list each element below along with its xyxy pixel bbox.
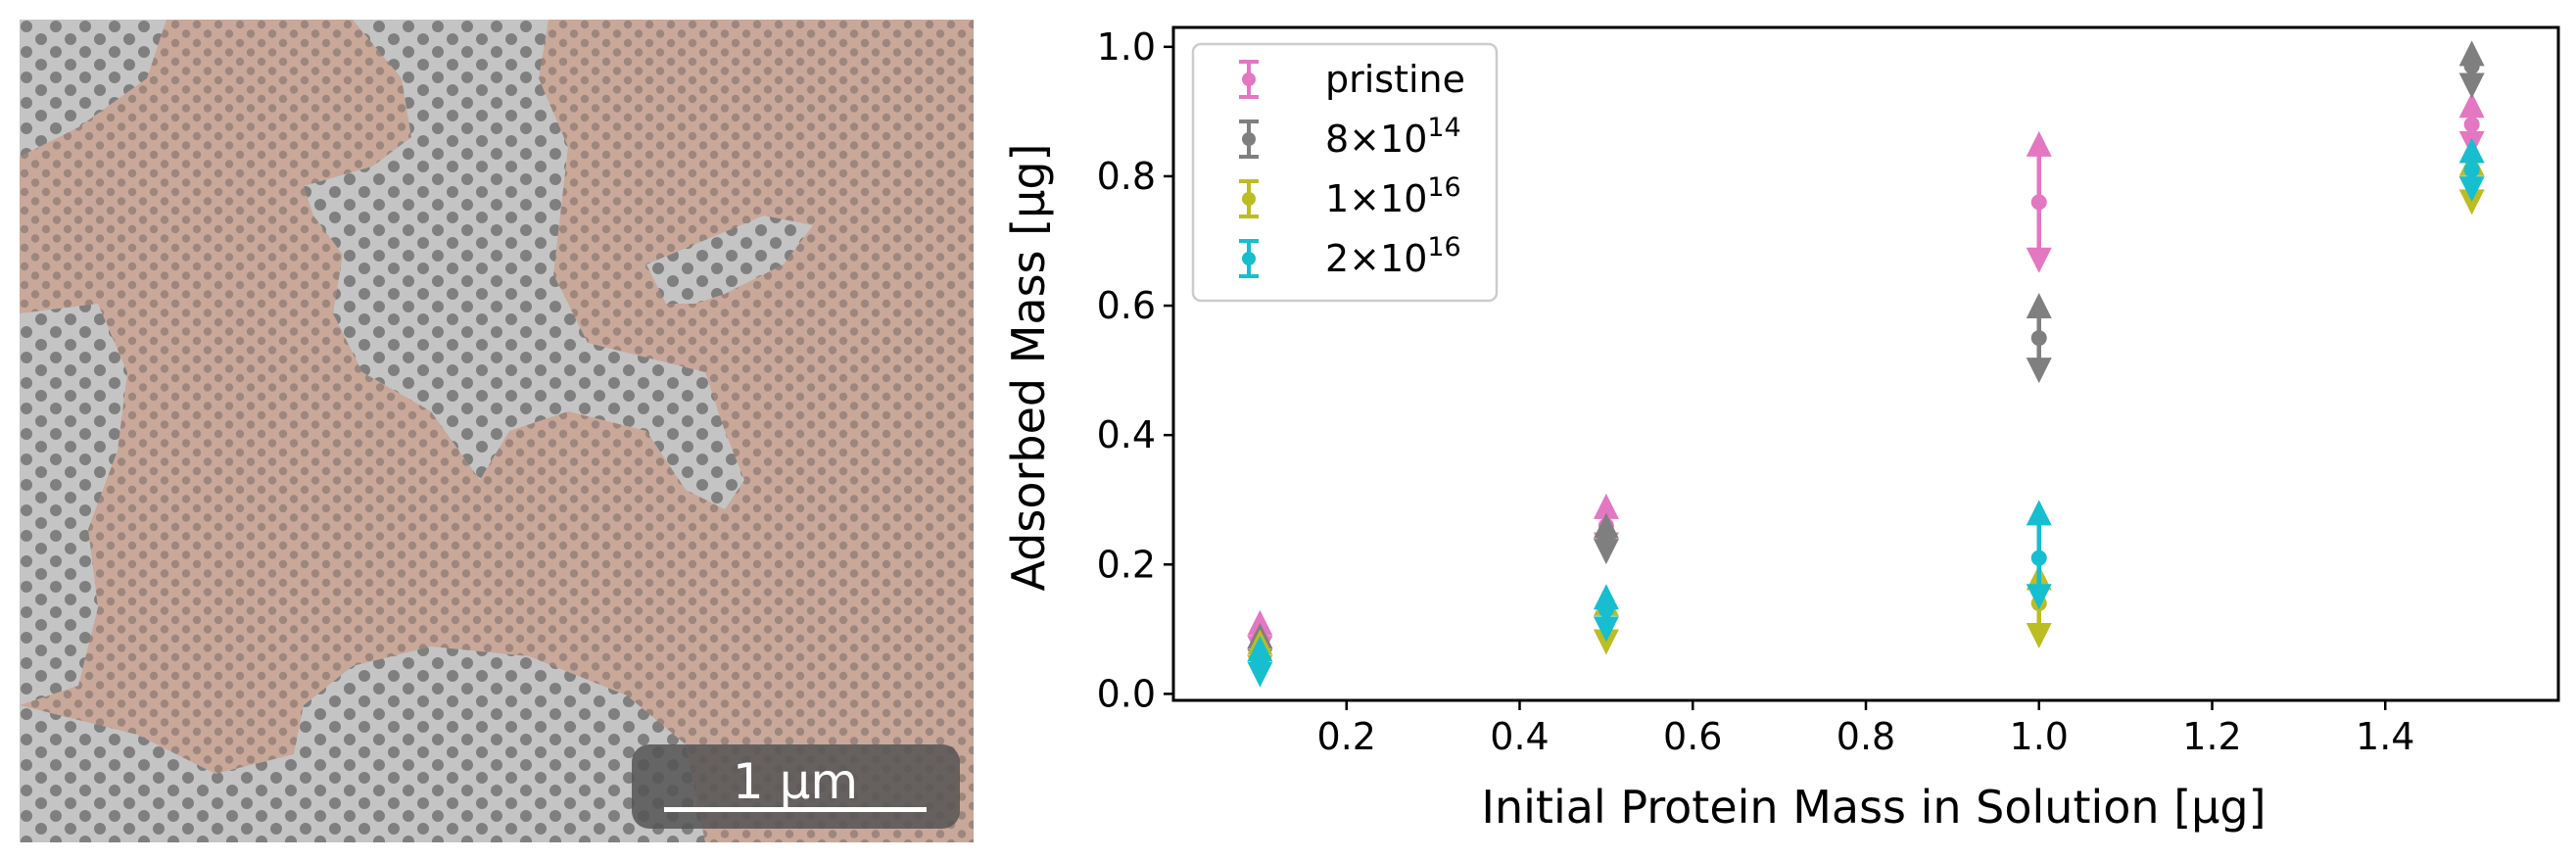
adsorbed-mass-chart: 0.2 0.4 0.6 0.8 1.0 1.2 1.40.00.20.40.60.81.0 … [1002,25,2560,834]
data-point [2030,194,2047,211]
legend-item: 2×1016 [1239,232,1461,280]
legend-box [1191,42,1499,303]
x-tick-label: 0.6 [1663,715,1722,758]
gray-domain-top-center [304,20,744,509]
x-axis-label: Initial Protein Mass in Solution [μg] [1481,781,2266,834]
x-tick-label: 0.2 [1317,715,1376,758]
data-point [2463,117,2480,133]
legend-marker [1242,192,1256,206]
series-2-10-16 [1247,137,2485,688]
error-lower-cap [2026,247,2052,273]
error-lower-cap [1593,539,1619,565]
y-tick-label: 1.0 [1097,25,1156,69]
legend-item: pristine [1239,58,1465,101]
legend-item: 8×1014 [1239,113,1461,161]
error-upper-cap [1247,636,1273,662]
y-tick-label: 0.0 [1097,672,1156,715]
sem-micrograph: 1 μm [20,20,974,842]
x-tick-label: 1.0 [2010,715,2069,758]
error-lower-cap [2458,176,2485,203]
gray-domain-left [20,304,127,705]
error-lower-cap [2026,622,2052,648]
error-lower-cap [1593,616,1619,643]
error-lower-cap [2458,189,2485,215]
error-lower-cap [1593,629,1619,655]
error-upper-cap [2458,137,2485,164]
legend-label-exponent: 16 [1427,172,1460,203]
error-lower-cap [2026,584,2052,610]
error-upper-cap [2026,500,2052,526]
error-upper-cap [2458,40,2485,67]
y-tick-label: 0.4 [1097,413,1156,456]
legend-marker [1242,252,1256,265]
y-tick-label: 0.6 [1097,284,1156,327]
error-lower-cap [2458,72,2485,99]
legend-label-exponent: 16 [1427,232,1460,263]
x-tick-label: 1.4 [2356,715,2414,758]
plot-axes: 0.2 0.4 0.6 0.8 1.0 1.2 1.4 0.0 0.2 0.4 0.6 0.8 1.0 [1097,25,2560,758]
error-upper-cap [2026,293,2052,319]
scale-bar-line [664,807,927,812]
x-tick-label: 0.8 [1837,715,1895,758]
error-lower-cap [2026,358,2052,384]
legend-label: pristine [1325,58,1465,101]
legend-marker [1242,132,1256,146]
data-point [1598,530,1614,547]
error-upper-cap [1593,512,1619,539]
gray-domain-bottom [20,646,705,842]
data-point [1598,601,1614,618]
legend-marker [1242,72,1256,86]
error-upper-cap [2458,92,2485,119]
y-tick-label: 0.8 [1097,155,1156,198]
legend-label: 8×1014 [1325,113,1461,161]
y-axis-label: Adsorbed Mass [μg] [1002,144,1055,592]
error-upper-cap [1247,609,1273,636]
error-upper-cap [2026,130,2052,157]
x-tick-label: 1.2 [2182,715,2241,758]
data-point [2030,550,2047,566]
data-marks [1247,40,2485,688]
error-upper-cap [1593,493,1619,519]
data-point [2463,58,2480,74]
x-tick-label: 0.4 [1490,715,1549,758]
legend-label-exponent: 14 [1427,113,1460,143]
error-lower-cap [1247,661,1273,688]
data-point [2030,330,2047,347]
data-point [2463,162,2480,178]
error-upper-cap [1593,584,1619,610]
gray-domain-top-left [20,20,167,157]
scale-bar-label: 1 μm [733,753,858,810]
gray-domain-right-arm [646,215,813,304]
data-point [1252,653,1268,670]
y-tick-label: 0.2 [1097,543,1156,586]
